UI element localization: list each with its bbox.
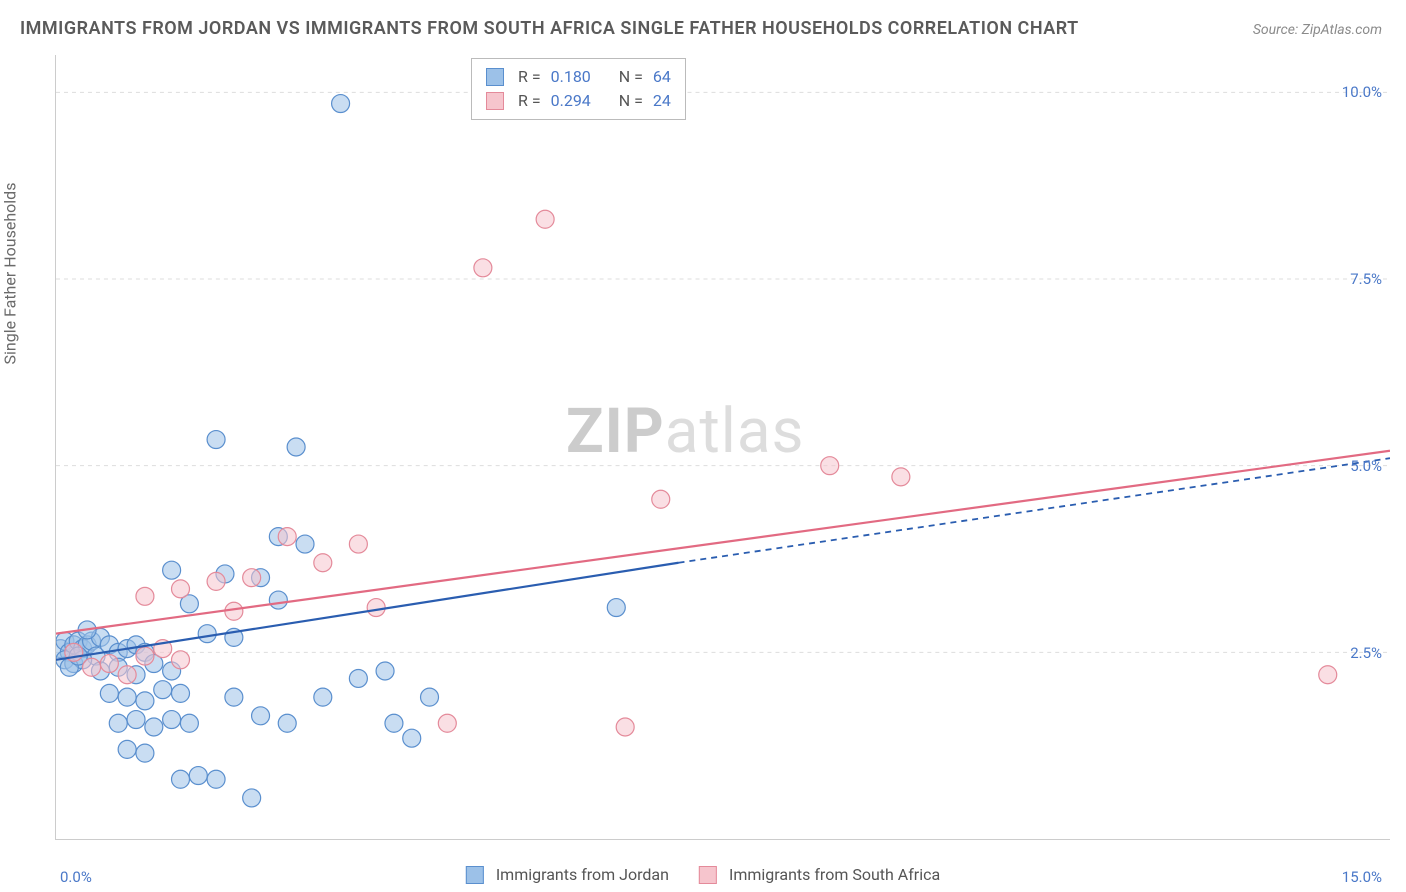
trend-line <box>56 563 679 660</box>
data-point <box>172 770 190 788</box>
r-value-sa: 0.294 <box>551 89 591 113</box>
stats-row-jordan: R = 0.180 N = 64 <box>486 65 671 89</box>
n-value-sa: 24 <box>653 89 671 113</box>
data-point <box>296 535 314 553</box>
data-point <box>207 431 225 449</box>
data-point <box>163 561 181 579</box>
data-point <box>892 468 910 486</box>
data-point <box>136 692 154 710</box>
data-point <box>287 438 305 456</box>
r-label: R = <box>518 89 541 113</box>
bottom-legend: Immigrants from Jordan Immigrants from So… <box>466 865 940 884</box>
data-point <box>172 684 190 702</box>
n-value-jordan: 64 <box>653 65 671 89</box>
data-point <box>1319 666 1337 684</box>
data-point <box>314 554 332 572</box>
data-point <box>118 740 136 758</box>
legend-item: Immigrants from South Africa <box>699 865 940 884</box>
data-point <box>607 599 625 617</box>
data-point <box>536 210 554 228</box>
x-tick-max: 15.0% <box>1342 868 1382 886</box>
data-point <box>154 681 172 699</box>
data-point <box>225 602 243 620</box>
data-point <box>421 688 439 706</box>
data-point <box>207 572 225 590</box>
data-point <box>136 744 154 762</box>
y-tick: 2.5% <box>1350 644 1382 662</box>
data-point <box>349 669 367 687</box>
data-point <box>118 688 136 706</box>
y-tick: 5.0% <box>1350 457 1382 475</box>
y-axis-label: Single Father Households <box>1 183 20 365</box>
data-point <box>438 714 456 732</box>
data-point <box>314 688 332 706</box>
chart-area: ZIPatlas 2.5%5.0%7.5%10.0% R = 0.180 N =… <box>55 55 1390 840</box>
x-tick-min: 0.0% <box>60 868 92 886</box>
data-point <box>349 535 367 553</box>
data-point <box>172 580 190 598</box>
data-point <box>385 714 403 732</box>
trend-line <box>56 451 1390 634</box>
data-point <box>243 789 261 807</box>
data-point <box>172 651 190 669</box>
data-point <box>109 714 127 732</box>
n-label: N = <box>619 89 643 113</box>
data-point <box>127 711 145 729</box>
source-attribution: Source: ZipAtlas.com <box>1253 22 1382 38</box>
legend-swatch <box>466 866 484 884</box>
data-point <box>163 711 181 729</box>
swatch-sa <box>486 92 504 110</box>
data-point <box>376 662 394 680</box>
data-point <box>269 591 287 609</box>
swatch-jordan <box>486 68 504 86</box>
data-point <box>83 658 101 676</box>
correlation-stats-box: R = 0.180 N = 64 R = 0.294 N = 24 <box>471 58 686 120</box>
data-point <box>474 259 492 277</box>
chart-title: IMMIGRANTS FROM JORDAN VS IMMIGRANTS FRO… <box>20 18 1079 39</box>
r-value-jordan: 0.180 <box>551 65 591 89</box>
data-point <box>243 569 261 587</box>
y-tick: 10.0% <box>1342 83 1382 101</box>
data-point <box>616 718 634 736</box>
legend-label: Immigrants from Jordan <box>496 865 669 884</box>
data-point <box>136 587 154 605</box>
data-point <box>145 718 163 736</box>
legend-swatch <box>699 866 717 884</box>
data-point <box>207 770 225 788</box>
data-point <box>252 707 270 725</box>
data-point <box>180 714 198 732</box>
legend-item: Immigrants from Jordan <box>466 865 669 884</box>
data-point <box>821 457 839 475</box>
data-point <box>100 655 118 673</box>
data-point <box>136 647 154 665</box>
data-point <box>367 599 385 617</box>
data-point <box>278 528 296 546</box>
data-point <box>652 490 670 508</box>
data-point <box>225 688 243 706</box>
data-point <box>332 95 350 113</box>
legend-label: Immigrants from South Africa <box>729 865 940 884</box>
data-point <box>198 625 216 643</box>
trend-line-extrapolated <box>679 458 1390 563</box>
y-tick: 7.5% <box>1350 270 1382 288</box>
data-point <box>189 767 207 785</box>
n-label: N = <box>619 65 643 89</box>
r-label: R = <box>518 65 541 89</box>
data-point <box>118 666 136 684</box>
scatter-plot <box>56 55 1390 839</box>
stats-row-sa: R = 0.294 N = 24 <box>486 89 671 113</box>
data-point <box>403 729 421 747</box>
data-point <box>100 684 118 702</box>
data-point <box>278 714 296 732</box>
